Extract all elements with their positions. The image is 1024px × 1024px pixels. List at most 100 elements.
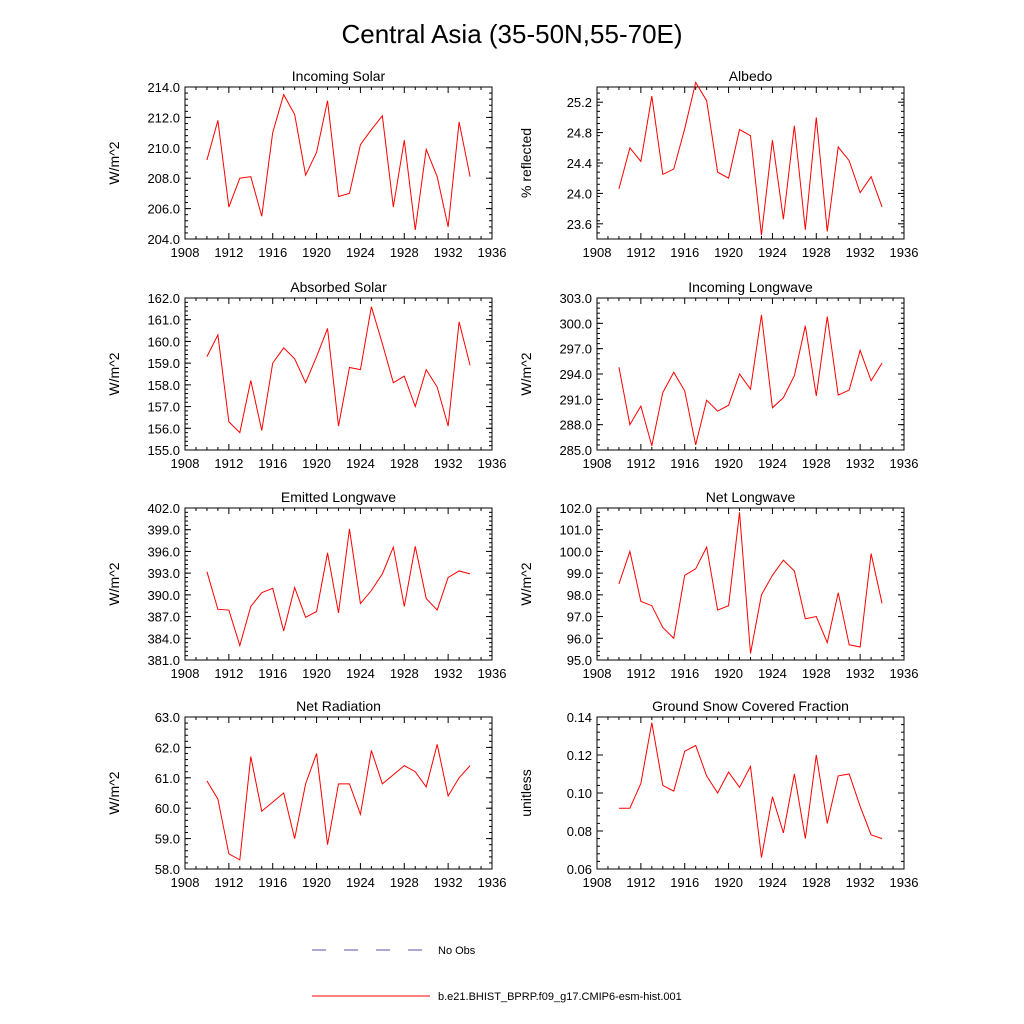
series-line <box>206 306 471 434</box>
series-line <box>618 81 883 236</box>
chart-panel: Net Radiation W/m^2 1908 1912 1916 1920 1924 19… <box>106 698 506 890</box>
y-tick-label: 399.0 <box>147 523 180 538</box>
panel-title: Emitted Longwave <box>281 489 396 505</box>
x-tick-label: 1916 <box>670 245 699 260</box>
x-tick-label: 1916 <box>670 456 699 471</box>
y-tick-label: 25.2 <box>567 95 592 110</box>
y-axis-label: W/m^2 <box>106 352 122 395</box>
y-axis-label: W/m^2 <box>106 141 122 184</box>
series-line <box>618 722 883 858</box>
x-tick-label: 1908 <box>583 666 612 681</box>
x-tick-label: 1908 <box>171 666 200 681</box>
y-tick-label: 402.0 <box>147 501 180 516</box>
x-tick-label: 1932 <box>434 666 463 681</box>
panel-title: Net Longwave <box>706 489 796 505</box>
x-tick-label: 1932 <box>434 875 463 890</box>
y-tick-label: 214.0 <box>147 80 180 95</box>
x-tick-label: 1908 <box>171 456 200 471</box>
y-axis-label: unitless <box>518 769 534 816</box>
x-tick-label: 1932 <box>846 456 875 471</box>
x-tick-label: 1908 <box>583 245 612 260</box>
x-tick-label: 1928 <box>390 666 419 681</box>
y-tick-label: 210.0 <box>147 141 180 156</box>
x-tick-label: 1920 <box>714 666 743 681</box>
y-tick-label: 288.0 <box>559 418 592 433</box>
y-axis-label: W/m^2 <box>106 771 122 814</box>
y-tick-label: 24.8 <box>567 126 592 141</box>
y-tick-label: 95.0 <box>567 653 592 668</box>
y-tick-label: 158.0 <box>147 378 180 393</box>
series-line <box>206 93 471 230</box>
x-tick-label: 1916 <box>258 245 287 260</box>
chart-panels: Incoming Solar W/m^2 1908 1912 1916 1920 1924 1… <box>106 68 918 890</box>
chart-panel: Albedo % reflected 1908 1912 1916 1920 1924 192… <box>518 68 918 260</box>
y-tick-label: 0.10 <box>567 786 592 801</box>
x-tick-label: 1912 <box>214 245 243 260</box>
y-tick-label: 159.0 <box>147 356 180 371</box>
y-tick-label: 0.14 <box>567 710 592 725</box>
panel-title: Ground Snow Covered Fraction <box>652 698 849 714</box>
y-tick-label: 384.0 <box>147 631 180 646</box>
y-tick-label: 102.0 <box>559 501 592 516</box>
y-axis-label: W/m^2 <box>518 352 534 395</box>
y-tick-label: 204.0 <box>147 232 180 247</box>
y-tick-label: 98.0 <box>567 588 592 603</box>
x-tick-label: 1928 <box>802 245 831 260</box>
y-tick-label: 160.0 <box>147 334 180 349</box>
y-tick-label: 157.0 <box>147 400 180 415</box>
y-tick-label: 61.0 <box>155 771 180 786</box>
panel-title: Net Radiation <box>296 698 381 714</box>
x-tick-label: 1928 <box>802 666 831 681</box>
y-tick-label: 396.0 <box>147 544 180 559</box>
x-tick-label: 1936 <box>478 875 507 890</box>
y-tick-label: 297.0 <box>559 342 592 357</box>
y-tick-label: 381.0 <box>147 653 180 668</box>
x-tick-label: 1932 <box>846 666 875 681</box>
y-tick-label: 300.0 <box>559 316 592 331</box>
x-tick-label: 1936 <box>478 456 507 471</box>
x-tick-label: 1916 <box>670 666 699 681</box>
x-tick-label: 1936 <box>890 245 919 260</box>
x-tick-label: 1936 <box>478 245 507 260</box>
y-tick-label: 24.0 <box>567 186 592 201</box>
y-tick-label: 156.0 <box>147 421 180 436</box>
plot-frame <box>596 297 905 451</box>
x-tick-label: 1908 <box>583 456 612 471</box>
x-tick-label: 1912 <box>626 875 655 890</box>
x-tick-label: 1912 <box>626 666 655 681</box>
x-tick-label: 1920 <box>714 245 743 260</box>
y-tick-label: 294.0 <box>559 367 592 382</box>
x-tick-label: 1920 <box>302 245 331 260</box>
x-tick-label: 1920 <box>714 875 743 890</box>
x-tick-label: 1920 <box>302 666 331 681</box>
x-tick-label: 1936 <box>890 666 919 681</box>
x-tick-label: 1924 <box>346 245 375 260</box>
chart-panel: Ground Snow Covered Fraction unitless 1908… <box>518 698 918 890</box>
y-axis-label: W/m^2 <box>106 562 122 605</box>
y-tick-label: 58.0 <box>155 862 180 877</box>
chart-panel: Incoming Solar W/m^2 1908 1912 1916 1920 1924 1… <box>106 68 506 260</box>
y-tick-label: 60.0 <box>155 801 180 816</box>
plot-frame <box>184 716 493 870</box>
x-tick-label: 1908 <box>171 875 200 890</box>
panel-title: Albedo <box>729 68 773 84</box>
plot-frame <box>596 716 905 870</box>
panel-title: Incoming Solar <box>292 68 386 84</box>
plot-frame <box>184 297 493 451</box>
series-line <box>618 314 883 446</box>
y-tick-label: 303.0 <box>559 291 592 306</box>
x-tick-label: 1916 <box>258 875 287 890</box>
x-tick-label: 1928 <box>802 875 831 890</box>
series-line <box>618 512 883 654</box>
y-tick-label: 62.0 <box>155 740 180 755</box>
x-tick-label: 1924 <box>346 875 375 890</box>
x-tick-label: 1928 <box>390 245 419 260</box>
y-tick-label: 97.0 <box>567 610 592 625</box>
y-axis-label: W/m^2 <box>518 562 534 605</box>
x-tick-label: 1932 <box>846 875 875 890</box>
x-tick-label: 1920 <box>302 875 331 890</box>
y-tick-label: 208.0 <box>147 171 180 186</box>
y-tick-label: 100.0 <box>559 544 592 559</box>
x-tick-label: 1924 <box>758 245 787 260</box>
